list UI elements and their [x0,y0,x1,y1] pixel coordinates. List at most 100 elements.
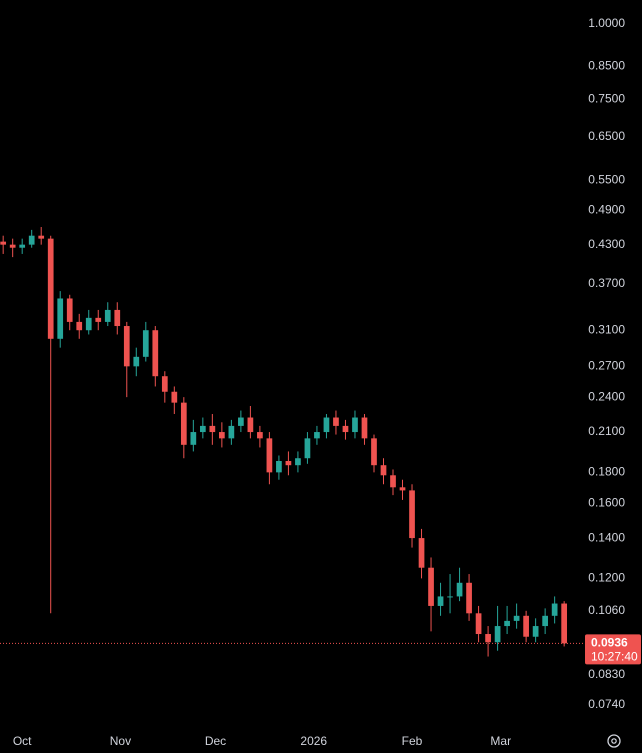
candle-body [190,432,197,445]
candle [247,406,254,439]
candle [285,451,292,476]
candle [266,432,273,485]
candle [409,484,415,548]
candle [199,417,206,439]
y-tick-label: 0.4300 [588,237,625,251]
x-tick-label: Mar [490,734,511,748]
y-tick-label: 0.1060 [588,603,625,617]
settings-icon[interactable] [607,734,621,748]
candle-body [219,432,225,439]
candle [9,238,16,258]
candle [257,425,263,448]
candle-body [371,438,377,466]
candle-body [380,465,387,476]
candle-body [171,391,178,403]
candle [418,528,425,579]
y-tick-label: 0.1200 [588,571,625,585]
y-tick-label: 0.7500 [588,91,625,105]
candle-body [228,425,235,439]
candle [104,302,111,327]
candle-body [523,615,529,637]
candle-body [76,321,83,331]
candle-body [28,235,35,245]
candle-body [161,376,168,392]
candle-body [551,603,558,616]
candle [561,601,568,647]
candle-body [561,603,568,644]
candle-body [342,425,349,433]
candle [371,434,377,473]
candle-body [123,326,130,367]
last-price-label: 0.0936 [591,636,628,650]
candle [342,419,349,440]
candle-body [38,235,45,239]
candle [76,313,83,339]
candle-body [485,634,491,643]
candle [19,238,26,254]
candle-body [361,417,368,439]
candle [295,451,301,473]
candle-body [504,620,510,627]
candle-body [399,487,406,491]
candle [456,567,463,602]
y-tick-label: 0.8500 [588,59,625,73]
last-price-box [585,634,641,665]
x-tick-label: Oct [13,734,32,748]
y-tick-label: 0.3100 [588,322,625,336]
candle-body [542,615,548,627]
candle-body [104,309,111,322]
settings-gear[interactable] [607,734,621,748]
candle-body [532,626,539,637]
candle [551,596,558,624]
candle [85,309,92,335]
candle-body [456,582,463,597]
candle-body [447,596,453,598]
candle [114,302,121,335]
y-tick-label: 1.0000 [588,16,625,30]
candle-body [209,425,216,433]
candle-body [323,417,330,433]
candle-body [428,567,434,606]
candle-body [0,241,7,245]
candle-body [19,244,26,248]
settings-center[interactable] [611,738,617,744]
candle-body [142,330,149,357]
candle [142,321,149,362]
candle-body [304,438,311,459]
candle [314,425,320,445]
candle [361,414,368,445]
x-tick-label: Dec [205,734,226,748]
countdown-label: 10:27:40 [591,650,638,664]
candle [304,432,311,464]
candle [447,574,453,614]
candle [504,605,510,635]
y-tick-label: 0.4900 [588,203,625,217]
candle-body [180,402,187,445]
candle [219,422,225,448]
candle [485,626,491,657]
y-tick-label: 0.0740 [588,697,625,711]
candle-body [437,596,444,606]
candle-body [352,417,358,433]
candle-body [513,615,520,621]
candle [228,419,235,445]
candle [542,608,548,635]
candle-body [9,244,16,248]
candle [57,291,64,348]
candle [0,235,7,254]
candle-body [333,417,339,426]
y-tick-label: 0.6500 [588,129,625,143]
candle-body [85,317,92,331]
candle-body [475,613,482,635]
candle [352,410,358,439]
candle [28,229,35,248]
candle [475,605,482,643]
candle-body [276,460,282,473]
candle [161,371,168,403]
y-tick-label: 0.1400 [588,530,625,544]
y-tick-label: 0.2400 [588,389,625,403]
x-tick-label: Feb [402,734,423,748]
candle-body [152,330,159,377]
candle-body [295,458,301,466]
